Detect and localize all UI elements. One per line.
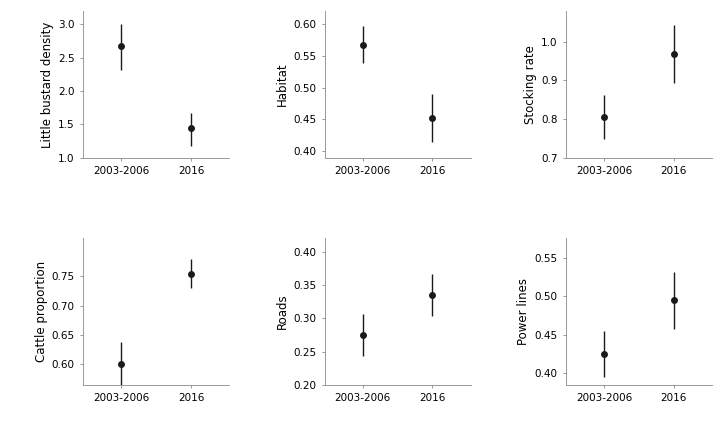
Y-axis label: Cattle proportion: Cattle proportion bbox=[35, 261, 48, 362]
Y-axis label: Little bustard density: Little bustard density bbox=[41, 21, 54, 147]
Y-axis label: Stocking rate: Stocking rate bbox=[524, 45, 537, 124]
Y-axis label: Habitat: Habitat bbox=[276, 62, 289, 106]
Y-axis label: Roads: Roads bbox=[276, 294, 289, 330]
Y-axis label: Power lines: Power lines bbox=[517, 278, 530, 345]
